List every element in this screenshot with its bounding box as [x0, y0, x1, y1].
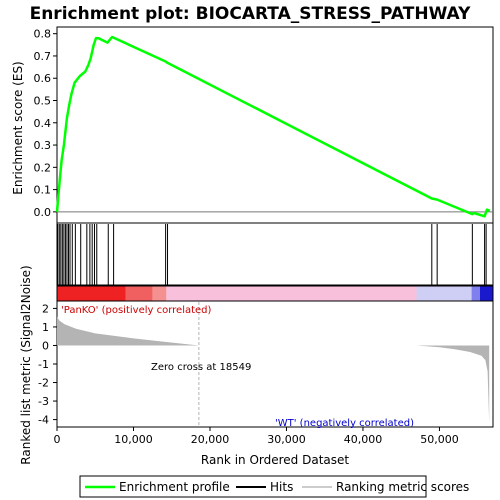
legend-metric-label: Ranking metric scores	[336, 480, 469, 494]
rm-y-tick-label: -3	[38, 395, 49, 408]
legend-enrichment-label: Enrichment profile	[119, 480, 230, 494]
zero-cross-annotation: Zero cross at 18549	[151, 362, 251, 373]
ranked-metric-area	[57, 316, 490, 424]
hit-marks	[57, 224, 487, 285]
rm-y-tick-label: -2	[38, 377, 49, 390]
ranked-list-colorbar	[57, 286, 493, 301]
es-y-tick-label: 0.5	[34, 95, 52, 108]
x-axis-label: Rank in Ordered Dataset	[201, 453, 349, 467]
es-y-tick-label: 0.2	[34, 161, 52, 174]
x-tick-label: 40,000	[344, 433, 383, 446]
rm-y-tick-label: -4	[38, 414, 49, 427]
x-tick-label: 10,000	[114, 433, 153, 446]
colorbar-segment	[125, 286, 153, 301]
x-tick-label: 20,000	[191, 433, 230, 446]
rm-y-tick-label: 1	[42, 321, 49, 334]
ranked-metric-y-axis: 2 1 0 -1 -2 -3 -4	[38, 302, 57, 427]
colorbar-segment	[471, 286, 480, 301]
es-y-tick-label: 0.8	[34, 28, 52, 41]
es-y-tick-label: 0.1	[34, 184, 52, 197]
x-tick-label: 0	[54, 433, 61, 446]
colorbar-segment	[166, 286, 417, 301]
es-y-tick-label: 0.6	[34, 72, 52, 85]
colorbar-segment	[152, 286, 167, 301]
es-y-tick-label: 0.4	[34, 117, 52, 130]
enrichment-y-label: Enrichment score (ES)	[11, 61, 25, 194]
ranked-metric-panel	[56, 300, 494, 428]
enrichment-y-axis: 0.0 0.1 0.2 0.3 0.4 0.5 0.6 0.7 0.8	[34, 28, 57, 219]
chart-title: Enrichment plot: BIOCARTA_STRESS_PATHWAY	[30, 4, 471, 24]
es-y-tick-label: 0.3	[34, 139, 52, 152]
rm-y-tick-label: 0	[42, 339, 49, 352]
legend-hits-label: Hits	[270, 480, 293, 494]
negative-correlation-label: 'WT' (negatively correlated)	[275, 418, 414, 429]
colorbar-segment	[416, 286, 472, 301]
colorbar-segment	[479, 286, 493, 301]
es-y-tick-label: 0.0	[34, 206, 52, 219]
hits-panel	[56, 222, 494, 286]
colorbar-segment	[57, 286, 126, 301]
x-axis: 0 10,000 20,000 30,000 40,000 50,000	[54, 427, 459, 446]
ranked-metric-y-label: Ranked list metric (Signal2Noise)	[19, 265, 33, 464]
x-tick-label: 30,000	[267, 433, 306, 446]
enrichment-panel	[56, 26, 494, 224]
rm-y-tick-label: -1	[38, 358, 49, 371]
enrichment-profile-line	[55, 35, 491, 218]
es-y-tick-label: 0.7	[34, 50, 52, 63]
rm-y-tick-label: 2	[42, 302, 49, 315]
x-tick-label: 50,000	[420, 433, 459, 446]
positive-correlation-label: 'PanKO' (positively correlated)	[61, 305, 212, 316]
